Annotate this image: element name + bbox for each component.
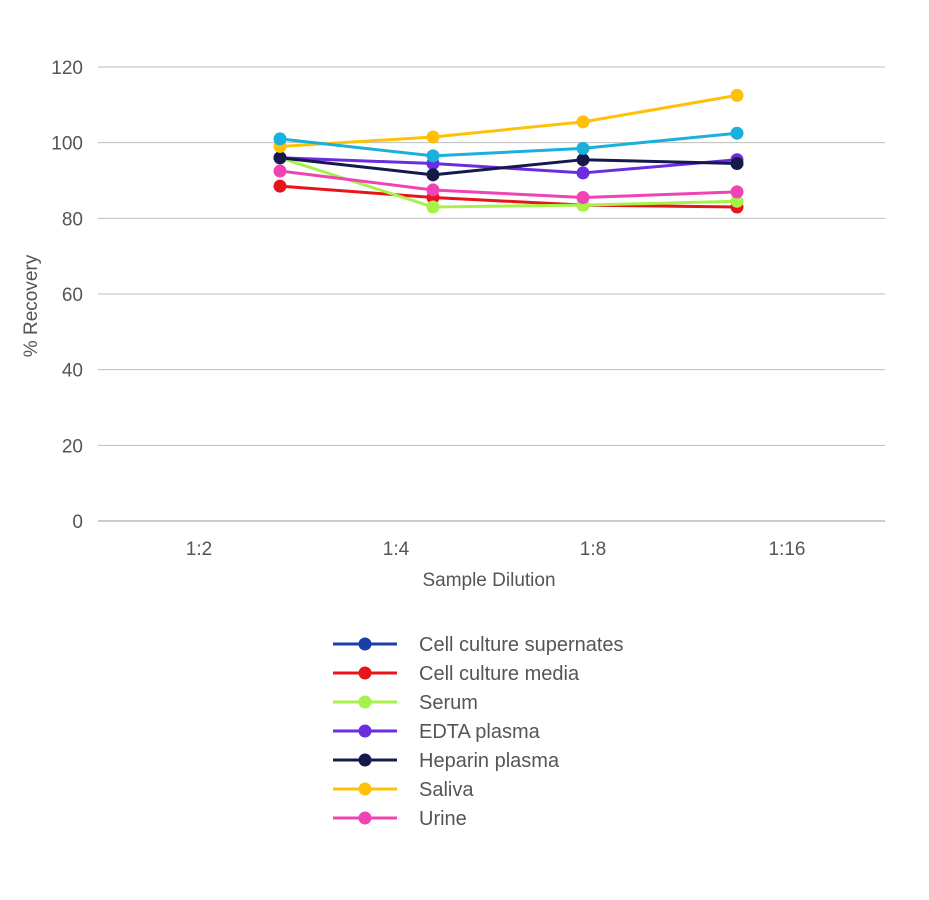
- series-lines: [279, 93, 738, 209]
- legend-label: Heparin plasma: [419, 750, 560, 772]
- series-points: [273, 88, 744, 214]
- series-line: [279, 169, 738, 200]
- series-line: [279, 156, 738, 209]
- legend-swatch-marker: [358, 782, 372, 796]
- legend-swatch-marker: [358, 666, 372, 680]
- x-axis-title: Sample Dilution: [422, 570, 555, 591]
- data-point: [273, 164, 287, 178]
- legend-item: EDTA plasma: [333, 721, 541, 743]
- legend-item: Serum: [333, 692, 478, 714]
- series-line: [279, 156, 738, 177]
- legend-swatch-marker: [358, 724, 372, 738]
- y-tick-label: 40: [62, 361, 83, 382]
- series-line: [279, 131, 738, 158]
- x-tick-label: 1:4: [383, 539, 410, 560]
- legend-swatch-marker: [358, 637, 372, 651]
- legend: Cell culture supernates Cell culture medi…: [333, 634, 624, 830]
- data-point: [273, 179, 287, 193]
- data-point: [426, 130, 440, 144]
- legend-label: Serum: [419, 692, 478, 714]
- legend-item: Cell culture media: [333, 663, 580, 685]
- legend-label: Cell culture supernates: [419, 634, 624, 656]
- legend-label: EDTA plasma: [419, 721, 541, 743]
- y-axis-ticks: 0 20 40 60 80 100 120: [51, 58, 83, 533]
- legend-label: Cell culture media: [419, 663, 580, 685]
- legend-item: Urine: [333, 808, 467, 830]
- legend-label: Saliva: [419, 779, 474, 801]
- y-tick-label: 60: [62, 285, 83, 306]
- data-point: [426, 200, 440, 214]
- x-tick-label: 1:16: [769, 539, 806, 560]
- y-tick-label: 100: [51, 134, 83, 155]
- legend-item: Saliva: [333, 779, 474, 801]
- data-point: [576, 141, 590, 155]
- legend-swatch-marker: [358, 695, 372, 709]
- x-tick-label: 1:8: [580, 539, 606, 560]
- data-point: [730, 156, 744, 170]
- y-axis-title: % Recovery: [21, 254, 42, 357]
- y-tick-label: 0: [72, 512, 83, 533]
- data-point: [273, 151, 287, 165]
- legend-item: Cell culture supernates: [333, 634, 624, 656]
- gridlines: [98, 66, 885, 522]
- data-point: [426, 168, 440, 182]
- y-tick-label: 80: [62, 209, 83, 230]
- legend-swatch-marker: [358, 753, 372, 767]
- data-point: [273, 132, 287, 146]
- series-line: [279, 184, 738, 209]
- x-tick-label: 1:2: [186, 539, 212, 560]
- data-point: [730, 88, 744, 102]
- legend-item: Heparin plasma: [333, 750, 560, 772]
- legend-swatch-marker: [358, 811, 372, 825]
- data-point: [426, 183, 440, 197]
- data-point: [576, 166, 590, 180]
- data-point: [426, 149, 440, 163]
- data-point: [576, 153, 590, 167]
- data-point: [576, 115, 590, 129]
- data-point: [730, 194, 744, 208]
- data-point: [730, 126, 744, 140]
- data-point: [576, 191, 590, 205]
- data-point: [730, 185, 744, 199]
- series-line: [279, 93, 738, 148]
- legend-label: Urine: [419, 808, 467, 830]
- x-axis-ticks: 1:2 1:4 1:8 1:16: [186, 539, 806, 560]
- y-tick-label: 20: [62, 436, 83, 457]
- y-tick-label: 120: [51, 58, 83, 79]
